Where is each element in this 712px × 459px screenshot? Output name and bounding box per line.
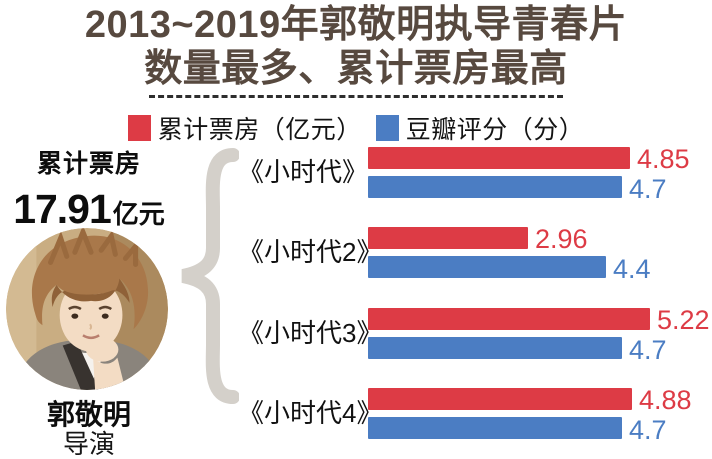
legend-item-revenue: 累计票房（亿元） xyxy=(127,110,362,146)
blue-square-icon xyxy=(375,115,399,141)
movie-row: 《小时代3》 5.22 4.7 xyxy=(238,304,712,365)
revenue-bar xyxy=(368,388,632,410)
revenue-bar xyxy=(368,308,650,330)
movie-row: 《小时代2》 2.96 4.4 xyxy=(238,223,712,284)
movie-label: 《小时代》 xyxy=(238,157,369,187)
legend-label-rating: 豆瓣评分（分） xyxy=(405,116,585,144)
rating-value: 4.7 xyxy=(629,334,667,365)
rating-value: 4.7 xyxy=(629,414,667,445)
total-box-office-unit: 亿元 xyxy=(112,199,165,229)
revenue-value: 4.85 xyxy=(637,143,690,174)
total-box-office-label: 累计票房 xyxy=(36,150,141,178)
rating-bar xyxy=(368,337,622,359)
revenue-value: 2.96 xyxy=(535,223,588,254)
director-photo xyxy=(6,228,168,390)
title-line-1: 2013~2019年郭敬明执导青春片 xyxy=(84,4,628,46)
revenue-value: 5.22 xyxy=(657,304,710,335)
movie-label: 《小时代2》 xyxy=(238,237,383,267)
brace-graphic xyxy=(181,148,239,404)
chart-legend: 累计票房（亿元） 豆瓣评分（分） xyxy=(0,110,712,146)
page-title: 2013~2019年郭敬明执导青春片 数量最多、累计票房最高 xyxy=(0,4,712,91)
movie-row: 《小时代4》 4.88 4.7 xyxy=(238,384,712,445)
revenue-bar xyxy=(368,227,528,249)
revenue-value: 4.88 xyxy=(639,384,692,415)
director-name: 郭敬明 xyxy=(46,399,131,430)
rating-bar xyxy=(368,417,622,439)
legend-item-rating: 豆瓣评分（分） xyxy=(375,110,585,146)
director-portrait-illustration xyxy=(6,228,168,390)
box-office-summary: 累计票房 17.91亿元 xyxy=(0,144,178,233)
movie-label: 《小时代3》 xyxy=(238,318,383,348)
revenue-bar xyxy=(368,147,630,169)
red-square-icon xyxy=(127,115,151,141)
title-line-2: 数量最多、累计票房最高 xyxy=(144,47,568,90)
movie-label: 《小时代4》 xyxy=(238,398,383,428)
rating-value: 4.7 xyxy=(629,173,667,204)
rating-bar xyxy=(368,256,606,278)
rating-bar xyxy=(368,176,622,198)
legend-label-revenue: 累计票房（亿元） xyxy=(157,116,362,144)
total-box-office-value: 17.91 xyxy=(13,186,112,232)
total-box-office-value-row: 17.91亿元 xyxy=(0,186,178,233)
movie-row: 《小时代》 4.85 4.7 xyxy=(238,143,712,204)
director-role: 导演 xyxy=(62,429,115,459)
bar-chart: 《小时代》 4.85 4.7 《小时代2》 2.96 4.4 《小时代3》 5.22 4.7 《小… xyxy=(238,143,712,445)
dashed-divider xyxy=(149,95,563,98)
rating-value: 4.4 xyxy=(613,253,651,284)
